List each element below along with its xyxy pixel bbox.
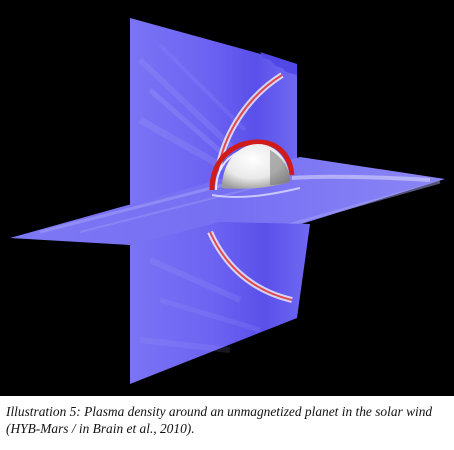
- simulation-image: [0, 0, 454, 396]
- density-ring: [209, 139, 295, 191]
- plasma-density-visualization: [10, 18, 445, 384]
- plasma-streaks-lower: [139, 257, 261, 353]
- vertical-plane-lower: [130, 222, 310, 384]
- bow-shock-lower: [207, 230, 293, 303]
- vertical-plane-upper-edge: [260, 52, 297, 75]
- figure-caption: Illustration 5: Plasma density around an…: [6, 404, 433, 436]
- horizontal-plane: [10, 157, 445, 262]
- plasma-streaks: [137, 43, 247, 172]
- plasma-wake: [291, 174, 431, 182]
